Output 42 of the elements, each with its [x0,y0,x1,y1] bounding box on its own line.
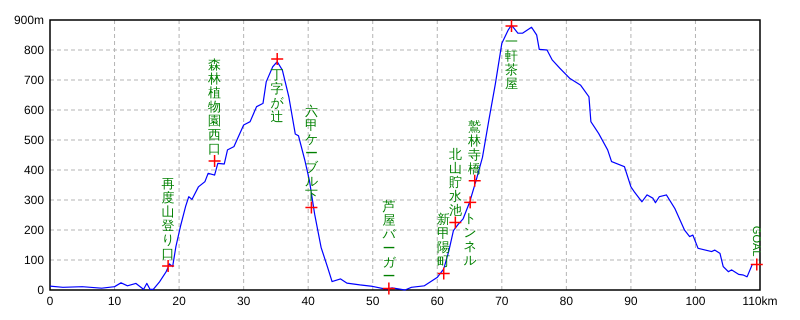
x-tick-label: 60 [430,294,444,308]
y-tick-label: 700 [24,73,44,87]
y-tick-label: 400 [24,163,44,177]
y-tick-label: 800 [24,43,44,57]
y-tick-label: 600 [24,103,44,117]
annotation: 一軒茶屋 [505,35,518,92]
point [382,282,396,296]
point [504,19,518,33]
annotation: GOAL [750,226,762,256]
y-tick-label: 200 [24,223,44,237]
annotation: 北山貯水池 [448,148,462,218]
point [468,174,482,188]
point [436,266,450,280]
x-tick-label: 100 [685,294,706,308]
y-tick-label: 900m [14,13,44,27]
x-tick-label: 0 [46,294,54,308]
x-tick-label: 20 [172,294,186,308]
x-tick-label: 80 [560,294,574,308]
annotation: 芦屋バーガー [381,200,396,284]
x-tick-label: 10 [108,294,122,308]
x-tick-label: 90 [624,294,638,308]
point [270,52,284,66]
y-tick-label: 500 [24,133,44,147]
annotation: 再度山登り口 [162,177,175,262]
x-tick-label: 110km [742,294,778,308]
annotation: 森林植物園西口 [207,58,222,157]
annotation: トンネル [464,211,477,268]
point [161,259,175,273]
y-tick-label: 100 [24,253,44,267]
point [304,200,318,214]
x-tick-label: 30 [236,294,251,308]
y-tick-label: 300 [24,193,44,207]
x-tick-label: 70 [495,294,509,308]
point [463,196,477,210]
point [448,216,462,230]
y-tick-label: 0 [37,283,44,297]
x-tick-label: 40 [302,294,316,308]
line-series [49,24,753,291]
annotation: 丁字が辻 [270,68,285,125]
x-tick-label: 50 [366,294,380,308]
point [750,258,764,272]
point [208,154,222,168]
